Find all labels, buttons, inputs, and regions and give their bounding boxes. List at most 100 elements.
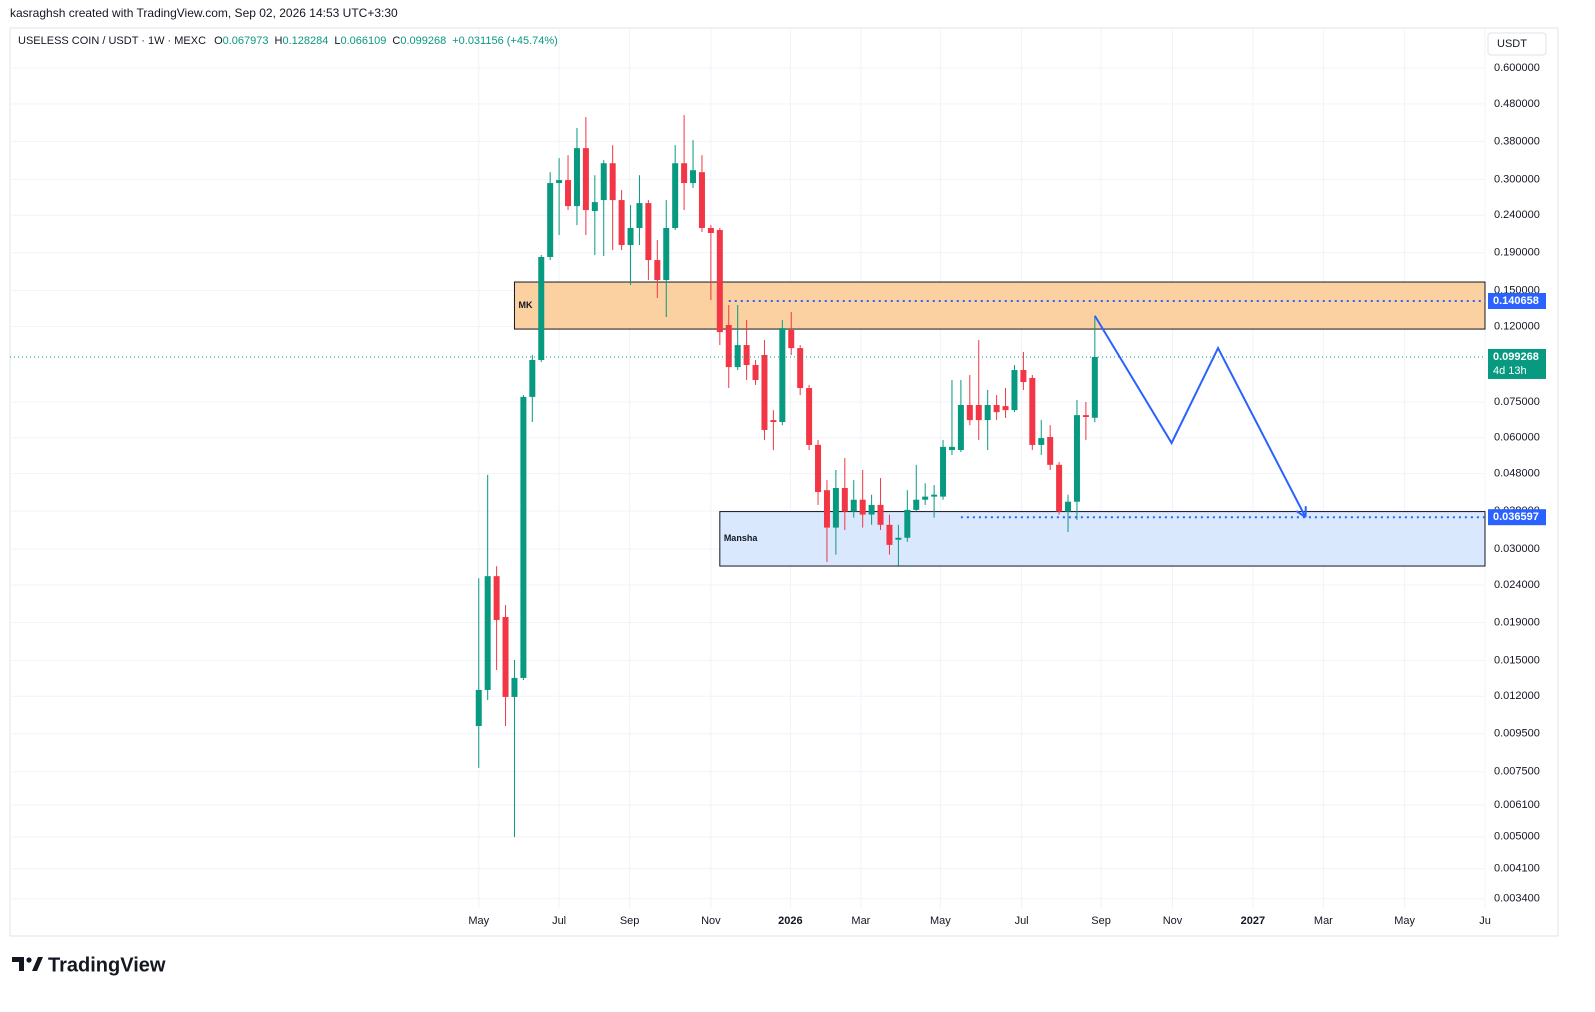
- candle-body: [672, 163, 679, 229]
- x-tick-label: May: [468, 915, 489, 927]
- candle-body: [904, 509, 911, 538]
- candle-body: [1011, 370, 1018, 411]
- candle-body: [520, 396, 527, 678]
- candle-body: [484, 576, 491, 690]
- candle-body: [591, 202, 598, 212]
- price-label-bg: [1488, 509, 1546, 526]
- candle-body: [475, 689, 482, 727]
- last-price-label-bg: [1488, 348, 1546, 379]
- candle-body: [645, 203, 652, 261]
- candle-body: [707, 228, 714, 234]
- candle-body: [1047, 437, 1054, 465]
- logo-mark: [12, 957, 24, 971]
- y-tick-label: 0.240000: [1494, 209, 1540, 221]
- x-tick-label: 2026: [778, 915, 802, 927]
- y-tick-label: 0.015000: [1494, 654, 1540, 666]
- price-label: 0.036597: [1493, 511, 1539, 523]
- countdown: 4d 13h: [1493, 365, 1527, 377]
- candle-body: [1091, 356, 1098, 418]
- zone-label: MK: [518, 300, 532, 310]
- candle-body: [1082, 415, 1089, 418]
- candle-body: [832, 487, 839, 528]
- overlays: [10, 299, 1485, 519]
- legend-value: 0.099268: [400, 35, 446, 47]
- y-tick-label: 0.009500: [1494, 728, 1540, 740]
- candle-body: [556, 180, 563, 184]
- legend-key: O: [214, 35, 223, 47]
- x-tick-label: Mar: [1314, 915, 1333, 927]
- candle-body: [618, 200, 625, 246]
- candle-body: [886, 524, 893, 545]
- x-tick-label: Jul: [1015, 915, 1029, 927]
- candle-body: [984, 405, 991, 421]
- candle-body: [493, 576, 500, 620]
- candle-body: [815, 444, 822, 493]
- zones: MK Mansha: [513, 281, 1486, 567]
- legend-key: H: [275, 35, 283, 47]
- candle-body: [859, 499, 866, 515]
- currency: USDT: [1497, 38, 1527, 50]
- x-tick-label: 2027: [1241, 915, 1265, 927]
- candle-body: [502, 616, 509, 697]
- candle-body: [913, 499, 920, 510]
- candle-body: [877, 504, 884, 525]
- candle-body: [698, 172, 705, 229]
- y-tick-label: 0.030000: [1494, 543, 1540, 555]
- candle-body: [609, 163, 616, 201]
- price-label-bg: [1488, 292, 1546, 309]
- candle-body: [797, 348, 804, 389]
- y-tick-label: 0.075000: [1494, 396, 1540, 408]
- logo-slash: [32, 957, 43, 971]
- y-tick-label: 0.003400: [1494, 893, 1540, 905]
- legend-value: 0.128284: [282, 35, 328, 47]
- candle-body: [823, 490, 830, 528]
- zone: [719, 511, 1486, 567]
- y-tick-label: 0.600000: [1494, 62, 1540, 74]
- candle-body: [600, 163, 607, 201]
- candle-body: [529, 360, 536, 397]
- y-tick-label: 0.004100: [1494, 863, 1540, 875]
- y-tick-label: 0.019000: [1494, 616, 1540, 628]
- legend-key: L: [334, 35, 340, 47]
- candle-body: [538, 256, 545, 361]
- currency-box: [1487, 32, 1547, 56]
- legend-change: +0.031156 (+45.74%): [452, 35, 558, 47]
- y-tick-label: 0.048000: [1494, 468, 1540, 480]
- candle-body: [770, 420, 777, 423]
- candle-body: [1029, 377, 1036, 445]
- candle-body: [1073, 415, 1080, 502]
- candle-body: [975, 405, 982, 421]
- zone-label: Mansha: [724, 533, 759, 543]
- forecast-path: [1093, 315, 1307, 518]
- y-tick-label: 0.024000: [1494, 579, 1540, 591]
- candle-body: [681, 163, 688, 184]
- x-tick-label: Mar: [851, 915, 870, 927]
- y-tick-label: 0.190000: [1494, 247, 1540, 259]
- candle-body: [636, 203, 643, 229]
- y-tick-label: 0.480000: [1494, 98, 1540, 110]
- y-tick-label: 0.120000: [1494, 320, 1540, 332]
- legend-symbol: USELESS COIN / USDT · 1W · MEXC: [18, 35, 206, 47]
- candle-body: [948, 446, 955, 451]
- candle-body: [779, 328, 786, 423]
- candle-body: [743, 345, 750, 366]
- forecast-arrowhead: [1295, 510, 1307, 519]
- y-tick-label: 0.060000: [1494, 432, 1540, 444]
- legend-value: 0.066109: [340, 35, 386, 47]
- y-tick-label: 0.006100: [1494, 799, 1540, 811]
- candle-body: [788, 330, 795, 349]
- candle-body: [1020, 370, 1027, 383]
- y-tick-label: 0.380000: [1494, 135, 1540, 147]
- x-tick-label: May: [930, 915, 951, 927]
- x-tick-label: May: [1394, 915, 1415, 927]
- x-tick-label: Ju: [1479, 915, 1491, 927]
- candle-body: [511, 677, 518, 697]
- candle-body: [868, 504, 875, 515]
- credit: kasraghsh created with TradingView.com, …: [10, 6, 398, 20]
- candle-body: [761, 354, 768, 430]
- brand: TradingView: [48, 954, 166, 976]
- y-tick-label: 0.012000: [1494, 690, 1540, 702]
- x-tick-label: Jul: [552, 915, 566, 927]
- candle-body: [573, 148, 580, 207]
- candle-body: [690, 170, 697, 184]
